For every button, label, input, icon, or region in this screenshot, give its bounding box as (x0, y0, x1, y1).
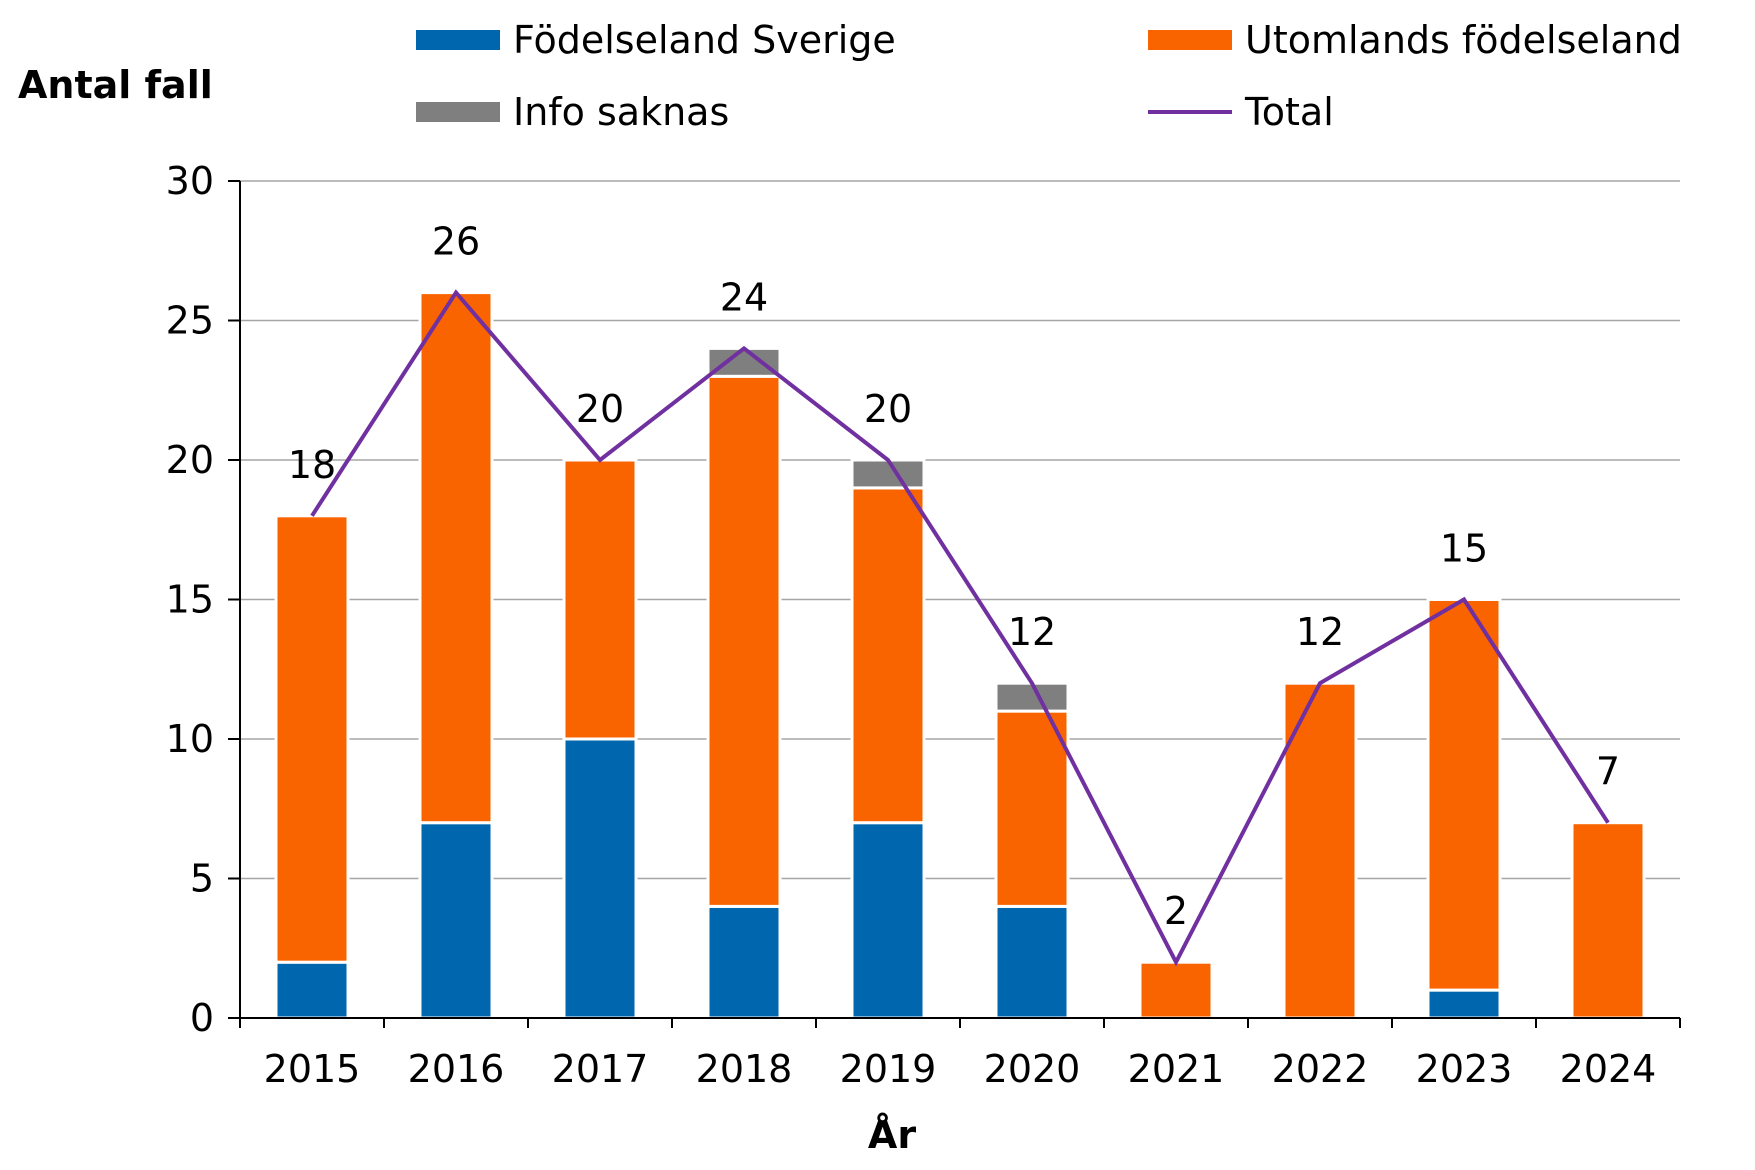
bar-segment (706, 374, 782, 908)
bar-segment (850, 486, 926, 825)
bar-segment (850, 458, 926, 490)
legend-item: Födelseland Sverige (416, 18, 896, 62)
legend-item: Total (1148, 90, 1334, 134)
data-label: 7 (1596, 750, 1620, 794)
x-tick-label: 2024 (1560, 1047, 1657, 1091)
legend-label: Info saknas (513, 90, 729, 134)
bar-segment (418, 291, 494, 825)
total-series-line (310, 289, 1610, 967)
y-tick-label: 5 (190, 857, 214, 901)
bar-segment (994, 681, 1070, 713)
bar-segment (706, 346, 782, 378)
bar-segment (850, 821, 926, 1020)
bar-segment (994, 904, 1070, 1020)
legend-label: Födelseland Sverige (513, 18, 896, 62)
legend-item: Info saknas (416, 90, 729, 134)
y-axis-ticks: 0 5 10 15 20 25 30 (166, 159, 240, 1040)
legend-label: Total (1244, 90, 1334, 134)
x-tick-label: 2019 (840, 1047, 937, 1091)
x-tick-label: 2018 (696, 1047, 793, 1091)
data-labels: 18 26 20 24 20 12 2 12 15 7 (288, 220, 1620, 934)
x-tick-label: 2022 (1272, 1047, 1369, 1091)
y-tick-label: 15 (166, 578, 214, 622)
legend-label: Utomlands födelseland (1245, 18, 1682, 62)
total-line (310, 289, 1610, 967)
legend-swatch (416, 102, 500, 122)
bar-segment (1426, 598, 1502, 992)
x-tick-label: 2023 (1416, 1047, 1513, 1091)
data-label: 20 (864, 387, 912, 431)
legend-swatch (1148, 30, 1232, 50)
x-tick-label: 2021 (1128, 1047, 1225, 1091)
data-label: 2 (1164, 889, 1188, 933)
y-tick-label: 25 (166, 299, 214, 343)
data-label: 24 (720, 275, 768, 319)
data-label: 26 (432, 220, 480, 264)
legend-item: Utomlands födelseland (1148, 18, 1682, 62)
data-label: 20 (576, 387, 624, 431)
legend: Födelseland Sverige Utomlands födelseland… (416, 18, 1682, 134)
bar-segment (994, 709, 1070, 908)
y-axis-title: Antal fall (18, 63, 213, 107)
legend-swatch (416, 30, 500, 50)
bars (274, 291, 1646, 1020)
bar-segment (274, 514, 350, 964)
x-axis-ticks: 2015 2016 2017 2018 2019 2020 2021 2022 2023 2024 (239, 1018, 1681, 1091)
x-tick-label: 2016 (408, 1047, 505, 1091)
bar-segment (1570, 821, 1646, 1020)
y-tick-label: 10 (166, 717, 214, 761)
data-label: 15 (1440, 527, 1488, 571)
x-tick-label: 2020 (984, 1047, 1081, 1091)
bar-segment (418, 821, 494, 1020)
bar-segment (1138, 960, 1214, 1020)
bar-segment (706, 904, 782, 1020)
axes (228, 181, 1680, 1019)
bar-segment (274, 960, 350, 1020)
data-label: 12 (1296, 610, 1344, 654)
bar-segment (1426, 988, 1502, 1020)
y-tick-label: 30 (166, 159, 214, 203)
y-tick-label: 20 (166, 438, 214, 482)
x-tick-label: 2017 (552, 1047, 649, 1091)
bar-segment (562, 458, 638, 741)
x-tick-label: 2015 (264, 1047, 361, 1091)
y-tick-label: 0 (190, 996, 214, 1040)
data-label: 12 (1008, 610, 1056, 654)
data-label: 18 (288, 443, 336, 487)
bar-segment (562, 737, 638, 1020)
bar-segment (1282, 681, 1358, 1020)
x-axis-title: År (868, 1113, 916, 1157)
